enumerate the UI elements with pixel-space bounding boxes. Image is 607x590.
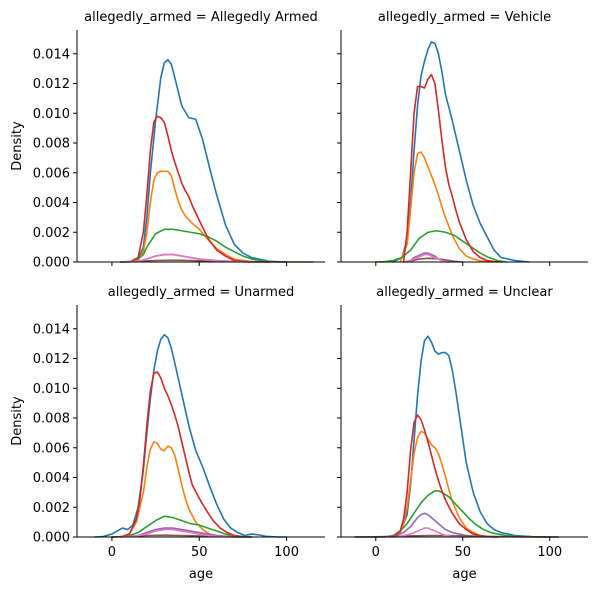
kde-line-3 (374, 229, 508, 263)
kde-line-2 (399, 151, 499, 263)
y-tick-label: 0.010 (33, 107, 70, 122)
kde-line-7 (119, 528, 235, 538)
kde-line-4 (128, 115, 253, 263)
y-tick-label: 0.002 (33, 501, 70, 516)
x-tick-label: 50 (454, 545, 471, 560)
facet-panel-3: allegedly_armed = Unarmed 0.000 0.002 0.004… (10, 285, 325, 582)
y-tick-label: 0.014 (33, 322, 70, 337)
y-tick-label: 0.000 (33, 256, 70, 271)
kde-line-1 (354, 335, 560, 538)
kde-line-1 (392, 41, 530, 263)
x-tick-label: 50 (191, 545, 208, 560)
y-axis-label: Density (10, 121, 25, 171)
kde-line-7 (119, 253, 253, 263)
x-tick-label: 100 (274, 545, 299, 560)
kde-line-7 (395, 527, 468, 538)
x-axis-label: age (452, 567, 476, 582)
y-tick-label: 0.014 (33, 47, 70, 62)
y-tick-label: 0.012 (33, 77, 70, 92)
panel-title: allegedly_armed = Vehicle (378, 10, 551, 25)
y-tick-label: 0.004 (33, 471, 70, 486)
kde-line-7 (402, 253, 454, 263)
kde-line-2 (392, 430, 499, 538)
kde-line-1 (119, 58, 288, 263)
kde-line-4 (119, 371, 244, 538)
facet-panel-4: allegedly_armed = Unclear 0 50 100 age (337, 285, 588, 582)
facet-panel-2: allegedly_armed = Vehicle (337, 10, 588, 266)
kde-line-4 (402, 73, 502, 263)
x-tick-label: 0 (108, 545, 116, 560)
y-tick-label: 0.008 (33, 137, 70, 152)
y-tick-label: 0.006 (33, 166, 70, 181)
facet-panel-1: allegedly_armed = Allegedly Armed 0.000 0.… (10, 10, 325, 271)
y-tick-label: 0.010 (33, 382, 70, 397)
kde-line-1 (93, 333, 288, 538)
kde-line-3 (111, 515, 253, 538)
kde-line-3 (119, 228, 288, 263)
y-tick-label: 0.006 (33, 441, 70, 456)
y-axis-label: Density (10, 396, 25, 446)
kde-line-2 (119, 441, 244, 538)
kde-line-3 (383, 490, 551, 538)
panel-title: allegedly_armed = Unclear (376, 285, 553, 300)
y-tick-label: 0.008 (33, 412, 70, 427)
panel-title: allegedly_armed = Allegedly Armed (84, 10, 318, 25)
y-tick-label: 0.004 (33, 196, 70, 211)
y-tick-label: 0.012 (33, 352, 70, 367)
kde-line-4 (392, 414, 499, 538)
y-tick-label: 0.000 (33, 531, 70, 546)
x-tick-label: 0 (372, 545, 380, 560)
kde-line-2 (128, 170, 270, 263)
x-axis-label: age (189, 567, 213, 582)
y-tick-label: 0.002 (33, 226, 70, 241)
panel-title: allegedly_armed = Unarmed (108, 285, 294, 300)
x-tick-label: 100 (537, 545, 562, 560)
